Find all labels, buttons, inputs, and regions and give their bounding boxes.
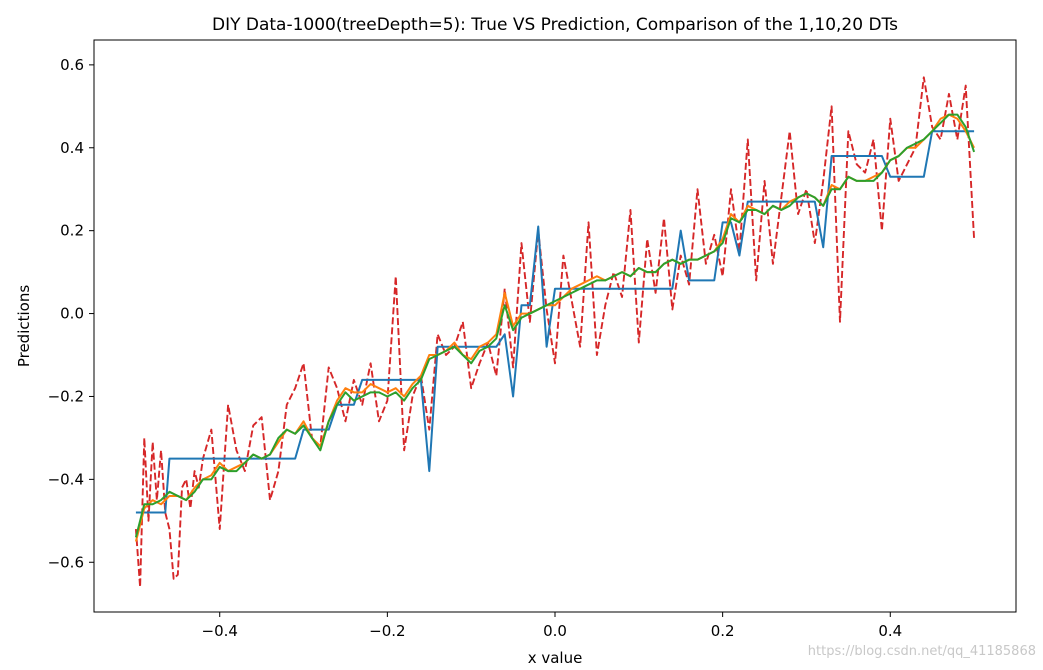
y-tick-label: 0.0 xyxy=(60,305,84,323)
y-tick-label: 0.6 xyxy=(60,56,84,74)
series-line-1-dt xyxy=(135,130,975,514)
watermark-text: https://blog.csdn.net/qq_41185868 xyxy=(808,644,1036,659)
y-axis-label: Predictions xyxy=(15,285,33,368)
y-tick-label: 0.2 xyxy=(60,222,84,240)
x-axis: −0.4 −0.2 0.0 0.2 0.4 xyxy=(202,612,902,640)
y-tick-label: 0.4 xyxy=(60,139,84,157)
y-tick-label: −0.2 xyxy=(48,387,84,405)
x-tick-label: −0.2 xyxy=(369,622,405,640)
x-tick-label: 0.4 xyxy=(878,622,902,640)
series-line-true xyxy=(134,76,976,589)
x-tick-label: 0.0 xyxy=(543,622,567,640)
x-tick-label: 0.2 xyxy=(711,622,735,640)
series-layer xyxy=(134,76,976,589)
chart-title: DIY Data-1000(treeDepth=5): True VS Pred… xyxy=(212,15,898,35)
y-tick-label: −0.4 xyxy=(48,470,84,488)
x-axis-label: x value xyxy=(528,649,583,667)
series-line-20-dts xyxy=(134,113,976,538)
plot-area-frame xyxy=(93,39,1017,613)
y-axis: −0.6 −0.4 −0.2 0.0 0.2 0.4 0.6 xyxy=(48,56,94,571)
x-tick-label: −0.4 xyxy=(202,622,238,640)
y-tick-label: −0.6 xyxy=(48,553,84,571)
series-line-10-dts xyxy=(134,113,975,542)
